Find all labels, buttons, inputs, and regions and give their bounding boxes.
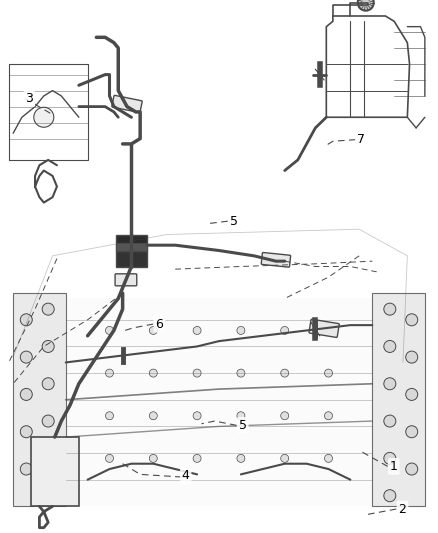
Circle shape	[20, 463, 32, 475]
Circle shape	[281, 369, 289, 377]
Circle shape	[149, 454, 157, 463]
Circle shape	[149, 326, 157, 335]
Circle shape	[42, 490, 54, 502]
Text: 2: 2	[399, 503, 406, 515]
Text: 4: 4	[182, 470, 190, 482]
Circle shape	[193, 454, 201, 463]
Circle shape	[106, 411, 113, 420]
Circle shape	[237, 411, 245, 420]
Circle shape	[20, 314, 32, 326]
Text: 7: 7	[357, 133, 365, 146]
Circle shape	[20, 389, 32, 400]
Circle shape	[149, 411, 157, 420]
Circle shape	[106, 369, 113, 377]
Polygon shape	[66, 298, 372, 506]
Circle shape	[237, 454, 245, 463]
Circle shape	[406, 463, 418, 475]
FancyBboxPatch shape	[115, 274, 137, 286]
Circle shape	[325, 326, 332, 335]
Circle shape	[325, 454, 332, 463]
Circle shape	[384, 303, 396, 315]
Circle shape	[384, 341, 396, 352]
Circle shape	[193, 369, 201, 377]
Circle shape	[325, 369, 332, 377]
Circle shape	[20, 426, 32, 438]
Circle shape	[281, 454, 289, 463]
FancyBboxPatch shape	[112, 95, 142, 112]
Polygon shape	[372, 293, 425, 506]
Circle shape	[281, 411, 289, 420]
Circle shape	[42, 415, 54, 427]
Circle shape	[358, 0, 374, 11]
FancyBboxPatch shape	[261, 253, 290, 267]
Polygon shape	[13, 293, 66, 506]
Circle shape	[193, 326, 201, 335]
Circle shape	[34, 107, 54, 127]
Text: 5: 5	[239, 419, 247, 432]
Circle shape	[237, 326, 245, 335]
Circle shape	[325, 411, 332, 420]
Text: 1: 1	[390, 460, 398, 473]
Circle shape	[42, 341, 54, 352]
Text: 5: 5	[230, 215, 238, 228]
Circle shape	[406, 351, 418, 363]
Circle shape	[42, 303, 54, 315]
FancyBboxPatch shape	[116, 251, 147, 266]
Circle shape	[237, 369, 245, 377]
Circle shape	[149, 369, 157, 377]
Circle shape	[106, 326, 113, 335]
Circle shape	[106, 454, 113, 463]
FancyBboxPatch shape	[309, 319, 339, 337]
Circle shape	[406, 314, 418, 326]
Circle shape	[406, 389, 418, 400]
Circle shape	[384, 415, 396, 427]
Polygon shape	[31, 437, 79, 506]
FancyBboxPatch shape	[116, 243, 147, 251]
Circle shape	[281, 326, 289, 335]
Circle shape	[42, 453, 54, 464]
Circle shape	[384, 490, 396, 502]
Text: 6: 6	[155, 318, 163, 330]
FancyBboxPatch shape	[116, 235, 147, 251]
Text: 3: 3	[25, 92, 33, 105]
Circle shape	[193, 411, 201, 420]
Circle shape	[42, 378, 54, 390]
Circle shape	[384, 453, 396, 464]
Circle shape	[406, 426, 418, 438]
Circle shape	[20, 351, 32, 363]
Circle shape	[384, 378, 396, 390]
